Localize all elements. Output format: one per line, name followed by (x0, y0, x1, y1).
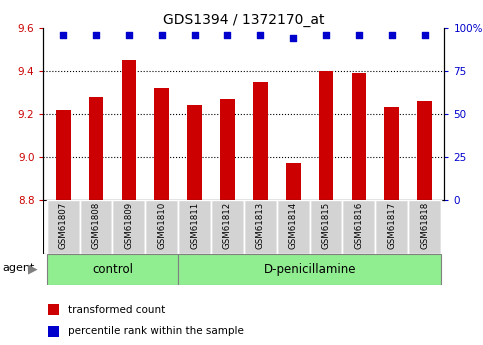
Bar (384, 107, 399, 200)
Point (224, 32, 231, 37)
Text: transformed count: transformed count (68, 305, 165, 315)
Point (191, 32, 199, 37)
Text: D-penicillamine: D-penicillamine (263, 263, 356, 276)
Bar (352, 73, 366, 200)
Bar (253, 81, 268, 200)
Bar (47, 200, 80, 254)
Text: percentile rank within the sample: percentile rank within the sample (68, 326, 243, 336)
Bar (277, 200, 310, 254)
Point (59, 32, 67, 37)
Bar (48, 304, 59, 315)
Point (421, 32, 428, 37)
Text: GSM61810: GSM61810 (157, 202, 166, 249)
Bar (244, 200, 277, 254)
Bar (310, 200, 342, 254)
Text: GSM61814: GSM61814 (289, 202, 298, 249)
Bar (155, 88, 169, 200)
Point (125, 32, 133, 37)
Bar (47, 254, 178, 285)
Point (289, 35, 297, 41)
Bar (80, 200, 113, 254)
Title: GDS1394 / 1372170_at: GDS1394 / 1372170_at (163, 12, 325, 27)
Text: GSM61807: GSM61807 (59, 202, 68, 249)
Bar (417, 101, 432, 200)
Bar (145, 200, 178, 254)
Text: GSM61815: GSM61815 (322, 202, 330, 249)
Point (158, 32, 166, 37)
Text: control: control (92, 263, 133, 276)
Bar (211, 200, 244, 254)
Bar (56, 109, 71, 200)
Bar (178, 200, 211, 254)
Text: GSM61809: GSM61809 (125, 202, 133, 249)
Text: GSM61813: GSM61813 (256, 202, 265, 249)
Bar (178, 254, 441, 285)
Bar (286, 164, 300, 200)
Bar (113, 200, 145, 254)
Text: GSM61817: GSM61817 (387, 202, 396, 249)
Bar (187, 105, 202, 200)
Text: GSM61818: GSM61818 (420, 202, 429, 249)
Text: agent: agent (2, 264, 35, 273)
Bar (89, 97, 103, 200)
Bar (220, 99, 235, 200)
Bar (48, 326, 59, 337)
Bar (375, 200, 408, 254)
Text: GSM61811: GSM61811 (190, 202, 199, 249)
Point (322, 32, 330, 37)
Text: GSM61816: GSM61816 (355, 202, 363, 249)
Text: GSM61808: GSM61808 (92, 202, 100, 249)
Text: ▶: ▶ (28, 262, 38, 275)
Point (355, 32, 363, 37)
Point (256, 32, 264, 37)
Point (92, 32, 100, 37)
Bar (408, 200, 441, 254)
Bar (122, 60, 136, 200)
Point (388, 32, 396, 37)
Bar (342, 200, 375, 254)
Text: GSM61812: GSM61812 (223, 202, 232, 249)
Bar (319, 71, 333, 200)
